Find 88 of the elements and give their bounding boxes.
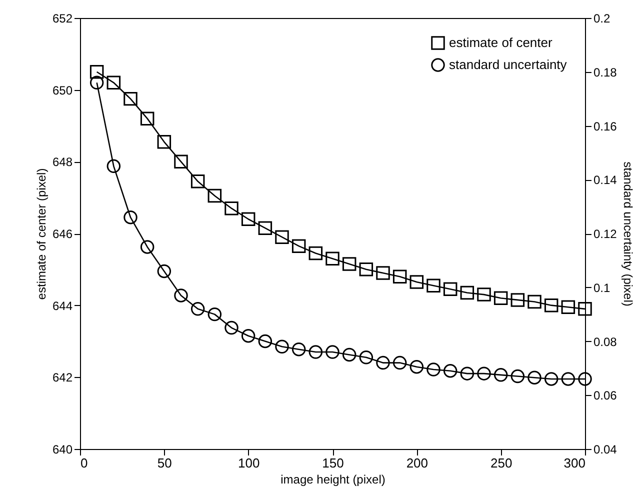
x-tick-label: 250 <box>490 456 512 470</box>
x-tick-label: 100 <box>238 456 260 470</box>
y2-tick-label: 0.04 <box>594 442 618 456</box>
point <box>477 288 491 302</box>
point <box>140 112 154 126</box>
x-tick-label: 0 <box>80 456 88 470</box>
point <box>292 239 306 253</box>
x-tick-label: 50 <box>157 456 172 470</box>
y-tick-label: 640 <box>52 442 73 456</box>
y2-tick-label: 0.1 <box>594 280 611 295</box>
point <box>308 345 323 359</box>
point <box>90 76 104 90</box>
point <box>443 282 458 296</box>
point <box>174 154 188 169</box>
point <box>544 298 558 312</box>
point <box>308 246 323 260</box>
point <box>359 262 374 276</box>
point <box>528 294 542 309</box>
point <box>326 252 340 266</box>
y-tick-label: 652 <box>52 12 73 26</box>
point <box>426 362 440 376</box>
y2-tick-label: 0.18 <box>594 65 618 80</box>
point <box>106 159 121 174</box>
point <box>241 212 256 226</box>
y2-tick-label: 0.14 <box>594 173 618 188</box>
point <box>106 76 121 90</box>
point <box>157 264 172 278</box>
point <box>342 257 356 271</box>
y-tick-label: 648 <box>52 155 73 170</box>
y2-tick-label: 0.06 <box>594 388 618 403</box>
point <box>510 293 525 307</box>
point <box>376 356 390 370</box>
point <box>510 369 525 384</box>
point <box>544 372 558 386</box>
y2-axis-title: standard uncertainty (pixel) <box>620 162 635 306</box>
point <box>460 366 474 380</box>
point <box>443 364 458 378</box>
point <box>224 320 238 335</box>
point <box>208 188 222 203</box>
point <box>342 348 356 362</box>
y2-tick-label: 0.12 <box>594 227 618 241</box>
point <box>157 135 172 149</box>
point <box>275 340 289 354</box>
y-tick-label: 644 <box>52 298 73 313</box>
point <box>578 302 592 316</box>
point <box>292 342 306 356</box>
x-tick-label: 150 <box>322 456 344 470</box>
point <box>392 356 407 370</box>
y2-tick-label: 0.2 <box>594 12 611 26</box>
point <box>124 92 138 106</box>
y-axis-title: estimate of center (pixel) <box>34 168 48 300</box>
point <box>90 65 104 79</box>
point <box>410 360 424 374</box>
point <box>275 230 289 244</box>
point <box>561 372 576 386</box>
point <box>124 210 138 224</box>
point <box>224 201 238 216</box>
point <box>494 368 508 382</box>
y-tick-label: 646 <box>52 227 73 241</box>
legend-label: standard uncertainty <box>449 57 568 72</box>
legend-label: estimate of center <box>449 35 553 50</box>
point <box>258 221 272 235</box>
point <box>426 278 440 292</box>
x-tick-label: 200 <box>406 456 428 470</box>
point <box>140 240 154 254</box>
point <box>326 345 340 359</box>
point <box>392 270 407 284</box>
x-tick-label: 300 <box>564 456 586 470</box>
point <box>410 275 424 289</box>
point <box>561 300 576 314</box>
point <box>190 302 205 316</box>
point <box>241 329 256 343</box>
point <box>208 307 222 322</box>
point <box>578 372 592 386</box>
point <box>494 291 508 306</box>
y2-tick-label: 0.08 <box>594 334 618 349</box>
point <box>460 286 474 300</box>
point <box>174 288 188 302</box>
point <box>258 334 272 348</box>
y-tick-label: 642 <box>52 370 73 385</box>
y2-tick-label: 0.16 <box>594 119 618 134</box>
point <box>528 370 542 384</box>
point <box>477 366 491 380</box>
point <box>376 266 390 280</box>
point <box>190 174 205 188</box>
point <box>359 350 374 364</box>
y-tick-label: 650 <box>52 83 73 98</box>
x-axis-title: image height (pixel) <box>280 472 386 486</box>
